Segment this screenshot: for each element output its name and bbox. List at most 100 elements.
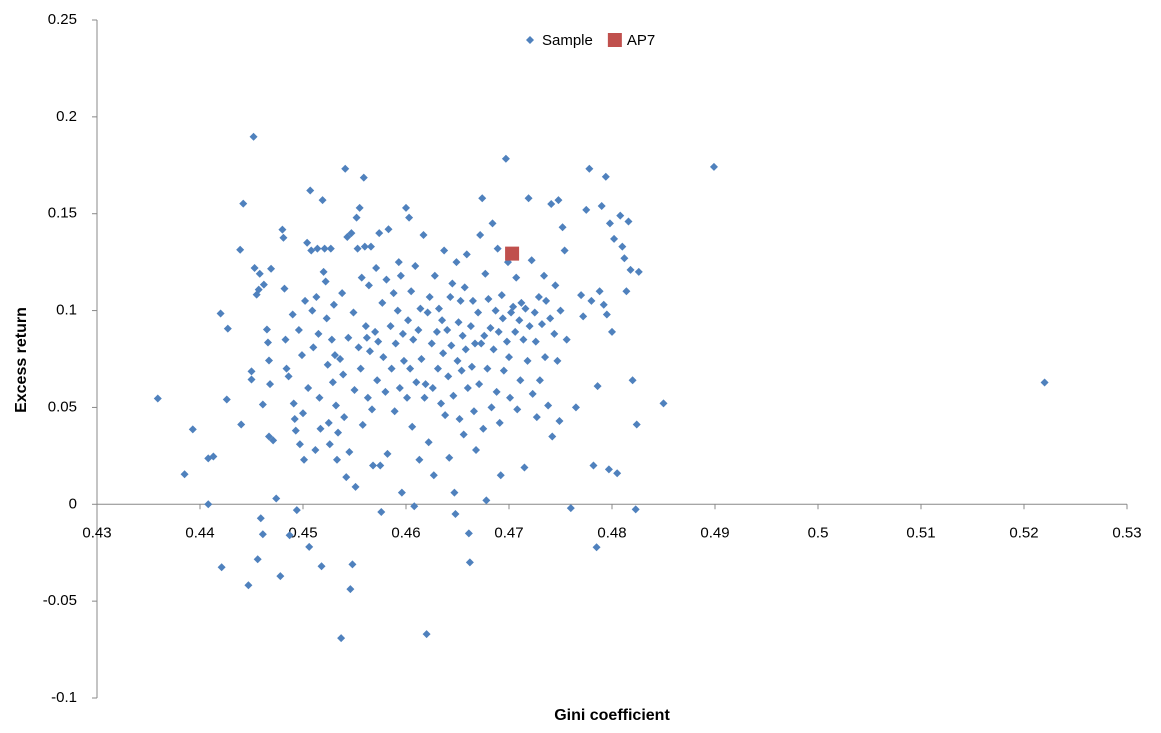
point — [414, 325, 423, 334]
point — [350, 385, 359, 394]
point — [593, 382, 602, 391]
point — [423, 308, 432, 317]
point — [531, 337, 540, 346]
x-tick-label: 0.5 — [808, 524, 829, 541]
point — [521, 304, 530, 313]
point — [188, 425, 197, 434]
point — [501, 154, 510, 163]
point — [386, 322, 395, 331]
point — [550, 329, 559, 338]
point — [263, 338, 272, 347]
point — [395, 384, 404, 393]
point — [282, 364, 291, 373]
x-tick-label: 0.47 — [494, 524, 523, 541]
point — [312, 293, 321, 302]
point — [394, 258, 403, 267]
point — [318, 196, 327, 205]
point — [324, 418, 333, 427]
point — [216, 309, 225, 318]
x-tick-label: 0.43 — [82, 524, 111, 541]
point — [481, 269, 490, 278]
point — [445, 453, 454, 462]
point — [336, 355, 345, 363]
point — [376, 461, 385, 470]
point — [255, 269, 264, 278]
point — [415, 455, 424, 464]
point — [525, 322, 534, 331]
point — [555, 416, 564, 425]
point — [358, 420, 367, 429]
point — [528, 389, 537, 398]
point — [460, 283, 469, 292]
point — [624, 217, 633, 226]
point — [374, 337, 383, 346]
x-tick-label: 0.49 — [700, 524, 729, 541]
point — [447, 341, 456, 350]
point — [497, 291, 506, 300]
point — [566, 504, 575, 513]
point — [259, 280, 268, 289]
point — [387, 364, 396, 373]
point — [407, 287, 416, 296]
point — [454, 318, 463, 327]
point — [505, 353, 513, 362]
point — [316, 424, 325, 433]
point — [618, 242, 627, 251]
point — [424, 438, 433, 447]
point — [589, 461, 598, 470]
point — [383, 449, 392, 458]
point — [537, 320, 546, 329]
y-tick-label: 0 — [69, 495, 77, 512]
point — [546, 314, 555, 323]
point — [338, 289, 347, 298]
point — [493, 244, 502, 253]
point — [266, 380, 275, 389]
point — [553, 356, 562, 365]
point — [483, 364, 492, 373]
point — [332, 455, 341, 464]
point — [303, 238, 312, 247]
point — [519, 335, 528, 344]
point — [577, 291, 586, 300]
point — [399, 356, 408, 365]
point — [496, 471, 505, 480]
point — [420, 393, 429, 402]
point — [532, 413, 541, 422]
point — [258, 530, 267, 539]
point — [459, 430, 468, 439]
point — [180, 470, 189, 479]
point — [262, 325, 271, 334]
point — [604, 465, 613, 474]
point — [1040, 378, 1049, 387]
point — [556, 306, 565, 315]
point — [516, 376, 525, 385]
point — [631, 505, 640, 514]
point — [634, 267, 643, 276]
point — [560, 246, 569, 255]
point — [595, 287, 604, 296]
point — [491, 306, 500, 315]
point — [389, 289, 398, 298]
point — [308, 306, 317, 315]
point — [244, 581, 253, 590]
y-tick-label: 0.25 — [48, 11, 77, 28]
point — [440, 246, 449, 255]
point — [342, 473, 351, 482]
legend-marker — [526, 36, 534, 44]
point — [554, 196, 563, 205]
legend-label: Sample — [542, 32, 593, 49]
point — [284, 372, 293, 381]
point — [398, 329, 407, 338]
point — [307, 246, 316, 255]
point — [252, 290, 261, 299]
point — [456, 296, 465, 305]
point — [478, 194, 487, 203]
point — [328, 378, 337, 387]
point — [393, 306, 402, 315]
point — [409, 335, 418, 344]
point — [404, 316, 413, 325]
point — [527, 256, 536, 265]
point — [412, 378, 421, 387]
point — [486, 324, 495, 333]
point — [295, 440, 304, 449]
